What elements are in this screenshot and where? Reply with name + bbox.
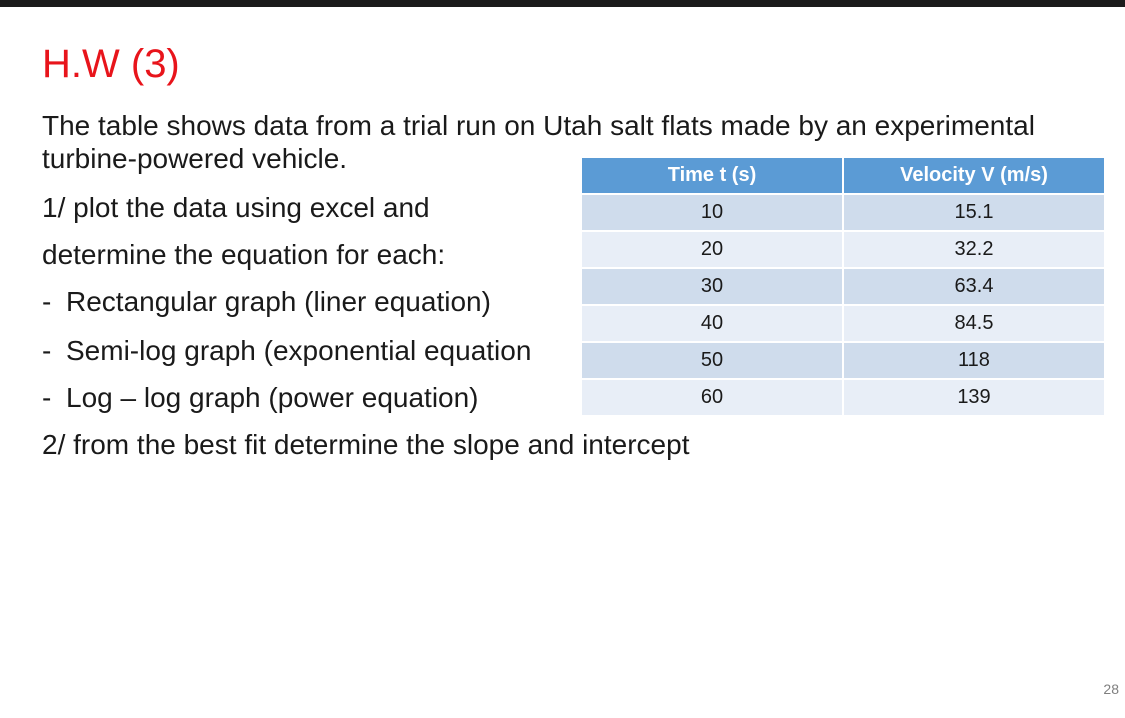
cell-velocity: 139	[842, 378, 1106, 417]
bullet-text: Semi-log graph (exponential equation	[66, 335, 532, 366]
intro-text-line-1: The table shows data from a trial run on…	[42, 110, 1035, 141]
header-time: Time t (s)	[580, 156, 844, 195]
table-row: 30 63.4	[580, 267, 1106, 306]
top-border-bar	[0, 0, 1125, 7]
cell-velocity: 15.1	[842, 193, 1106, 232]
bullet-dash: -	[42, 286, 52, 317]
cell-time: 20	[580, 230, 844, 269]
cell-time: 50	[580, 341, 844, 380]
table-row: 50 118	[580, 341, 1106, 380]
intro-text-line-2: turbine-powered vehicle.	[42, 143, 348, 174]
task-1-line-1: 1/ plot the data using excel and	[42, 192, 430, 223]
bullet-semi-log-graph: - Semi-log graph (exponential equation	[42, 334, 531, 368]
task-2-line: 2/ from the best fit determine the slope…	[42, 429, 690, 460]
cell-time: 30	[580, 267, 844, 306]
task-1-line-2: determine the equation for each:	[42, 239, 446, 270]
bullet-dash: -	[42, 382, 52, 413]
bullet-dash: -	[42, 335, 52, 366]
cell-velocity: 84.5	[842, 304, 1106, 343]
table-row: 40 84.5	[580, 304, 1106, 343]
cell-velocity: 63.4	[842, 267, 1106, 306]
table-row: 20 32.2	[580, 230, 1106, 269]
cell-velocity: 32.2	[842, 230, 1106, 269]
header-velocity: Velocity V (m/s)	[842, 156, 1106, 195]
bullet-rectangular-graph: - Rectangular graph (liner equation)	[42, 285, 491, 319]
bullet-text: Log – log graph (power equation)	[66, 382, 479, 413]
cell-velocity: 118	[842, 341, 1106, 380]
cell-time: 40	[580, 304, 844, 343]
bullet-text: Rectangular graph (liner equation)	[66, 286, 491, 317]
table-row: 60 139	[580, 378, 1106, 417]
cell-time: 60	[580, 378, 844, 417]
cell-time: 10	[580, 193, 844, 232]
table-header-row: Time t (s) Velocity V (m/s)	[580, 156, 1106, 195]
bullet-log-log-graph: - Log – log graph (power equation)	[42, 381, 479, 415]
table-row: 10 15.1	[580, 193, 1106, 232]
velocity-data-table: Time t (s) Velocity V (m/s) 10 15.1 20 3…	[580, 156, 1106, 417]
slide-title: H.W (3)	[42, 42, 180, 86]
page-number: 28	[1103, 681, 1119, 697]
